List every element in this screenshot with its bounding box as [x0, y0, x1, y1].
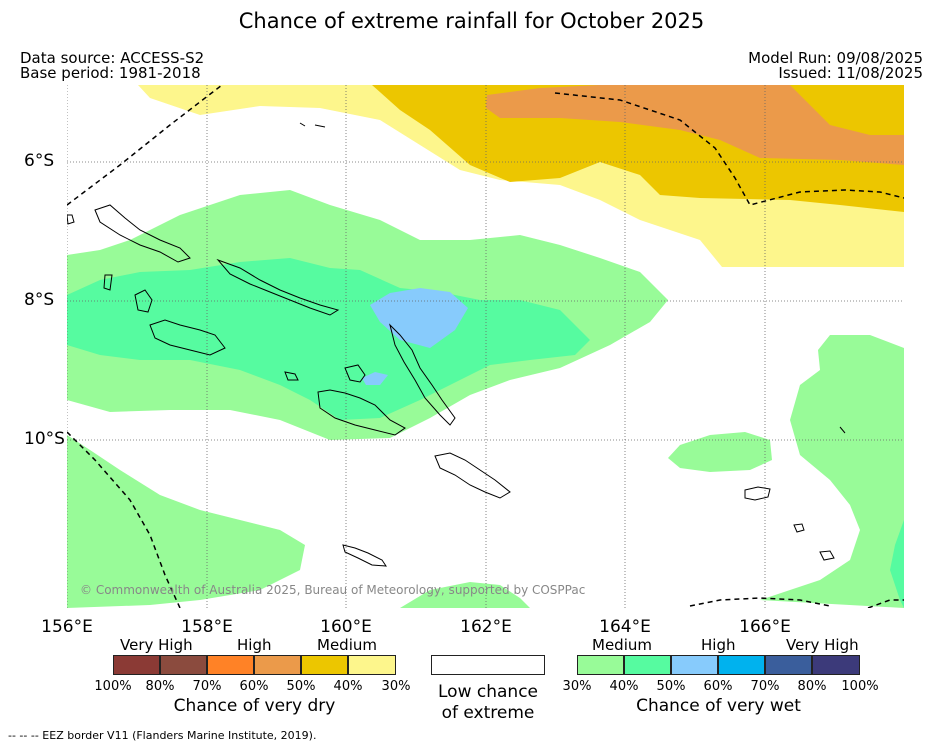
wet-50-region-small: [362, 372, 388, 385]
dry-heading-medium: Medium: [317, 636, 377, 654]
wet-30-region-east: [760, 335, 904, 608]
lat-tick: 8°S: [24, 290, 55, 310]
dry-tick-label: 40%: [333, 679, 363, 694]
island-guadalcanal: [317, 389, 406, 436]
dry-tick-label: 70%: [192, 679, 222, 694]
dry-colorbar: [113, 655, 396, 675]
island-santa-cruz: [744, 486, 771, 501]
island-vella: [134, 289, 153, 313]
island-makira: [434, 452, 511, 499]
wet-caption: Chance of very wet: [636, 696, 801, 716]
wet-heading-very-high: Very High: [786, 636, 859, 654]
wet-40-region: [67, 258, 590, 420]
island-small-c: [839, 426, 846, 434]
island-new-georgia: [149, 319, 226, 356]
wet-30-region-sw: [67, 435, 305, 608]
dry-tick-label: 60%: [239, 679, 269, 694]
eez-borders: [67, 85, 904, 608]
wet-swatch: [624, 655, 671, 675]
base-period: Base period: 1981-2018: [20, 64, 201, 82]
dry-tick-label: 50%: [286, 679, 316, 694]
copyright-text: © Commonwealth of Australia 2025, Bureau…: [80, 583, 585, 597]
island-small-se: [819, 550, 835, 561]
model-run: Model Run: 09/08/2025: [748, 49, 923, 67]
wet-tick-label: 50%: [656, 679, 686, 694]
dry-tick-label: 100%: [94, 679, 132, 694]
data-source: Data source: ACCESS-S2: [20, 49, 205, 67]
dry-heading-high: High: [237, 636, 272, 654]
wet-tick-label: 100%: [841, 679, 879, 694]
lat-tick: 6°S: [24, 151, 55, 171]
lon-tick: 164°E: [599, 617, 651, 637]
wet-tick-label: 60%: [703, 679, 733, 694]
island-ontong: [299, 122, 326, 128]
dry-swatch: [348, 655, 396, 675]
map-title: Chance of extreme rainfall for October 2…: [238, 9, 705, 33]
dry-swatch: [301, 655, 348, 675]
wet-tick-label: 30%: [562, 679, 592, 694]
wet-swatch: [765, 655, 812, 675]
dry-50-region: [486, 85, 904, 165]
wet-heading-high: High: [701, 636, 736, 654]
wet-tick-label: 40%: [609, 679, 639, 694]
lon-tick: 156°E: [41, 617, 93, 637]
dry-caption: Chance of very dry: [173, 696, 336, 716]
wet-tick-label: 80%: [797, 679, 827, 694]
rainfall-map: © Commonwealth of Australia 2025, Bureau…: [67, 85, 904, 608]
island-choiseul: [216, 258, 340, 316]
dry-swatch: [207, 655, 254, 675]
graticule: [67, 85, 904, 608]
wet-colorbar: [577, 655, 860, 675]
lon-tick: 162°E: [460, 617, 512, 637]
dry-swatch: [254, 655, 301, 675]
dry-heading-very-high: Very High: [120, 636, 193, 654]
dry-tick-label: 80%: [145, 679, 175, 694]
eez-footnote: -- -- -- EEZ border V11 (Flanders Marine…: [8, 729, 317, 742]
island-small-a: [284, 371, 299, 381]
lon-tick: 160°E: [320, 617, 372, 637]
island-santa-isabel: [389, 323, 456, 426]
wet-heading-medium: Medium: [592, 636, 652, 654]
low-chance-swatch: [431, 655, 545, 675]
issued-date: Issued: 11/08/2025: [778, 64, 923, 82]
coastlines: [67, 122, 846, 567]
wet-swatch: [812, 655, 860, 675]
wet-40-region-se: [890, 520, 904, 608]
lon-tick: 166°E: [739, 617, 791, 637]
wet-30-region-mid: [668, 432, 772, 472]
island-small-w: [67, 214, 75, 225]
wet-50-region: [370, 288, 468, 348]
island-malaita: [344, 364, 366, 383]
wet-30-region-south: [400, 582, 530, 608]
wet-tick-label: 70%: [750, 679, 780, 694]
dry-swatch: [160, 655, 207, 675]
island-bougainville: [94, 204, 191, 263]
wet-swatch: [577, 655, 624, 675]
wet-swatch: [718, 655, 765, 675]
low-chance-caption-1: Low chance: [438, 682, 538, 702]
island-rennell: [342, 544, 387, 567]
lon-tick: 158°E: [181, 617, 233, 637]
low-chance-caption-2: of extreme: [441, 703, 535, 723]
island-small-b: [103, 274, 113, 291]
lat-tick: 10°S: [24, 429, 65, 449]
island-vanikoro: [793, 523, 805, 533]
dry-swatch: [113, 655, 160, 675]
dry-tick-label: 30%: [381, 679, 411, 694]
wet-swatch: [671, 655, 718, 675]
